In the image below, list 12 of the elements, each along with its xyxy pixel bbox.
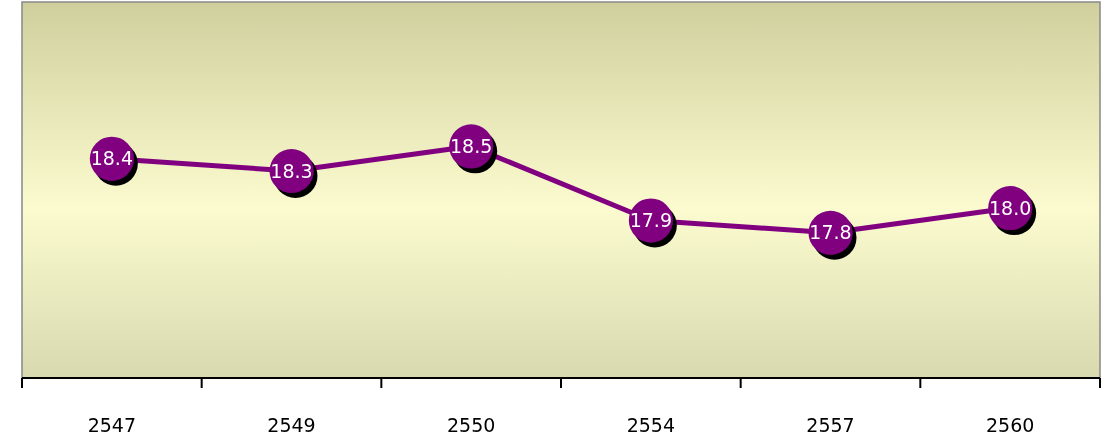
data-label: 18.3 [270, 159, 313, 182]
x-tick-label: 2560 [985, 414, 1035, 436]
x-tick-label: 2550 [446, 414, 496, 436]
data-label: 17.9 [629, 209, 672, 232]
x-tick-label: 2557 [806, 414, 855, 436]
x-tick-label: 2549 [267, 414, 316, 436]
data-label: 18.4 [90, 147, 133, 170]
data-label: 18.0 [989, 196, 1032, 219]
data-label: 17.8 [809, 221, 852, 244]
x-tick-label: 2554 [626, 414, 676, 436]
x-tick-label: 2547 [87, 414, 137, 436]
data-label: 18.5 [450, 135, 493, 157]
